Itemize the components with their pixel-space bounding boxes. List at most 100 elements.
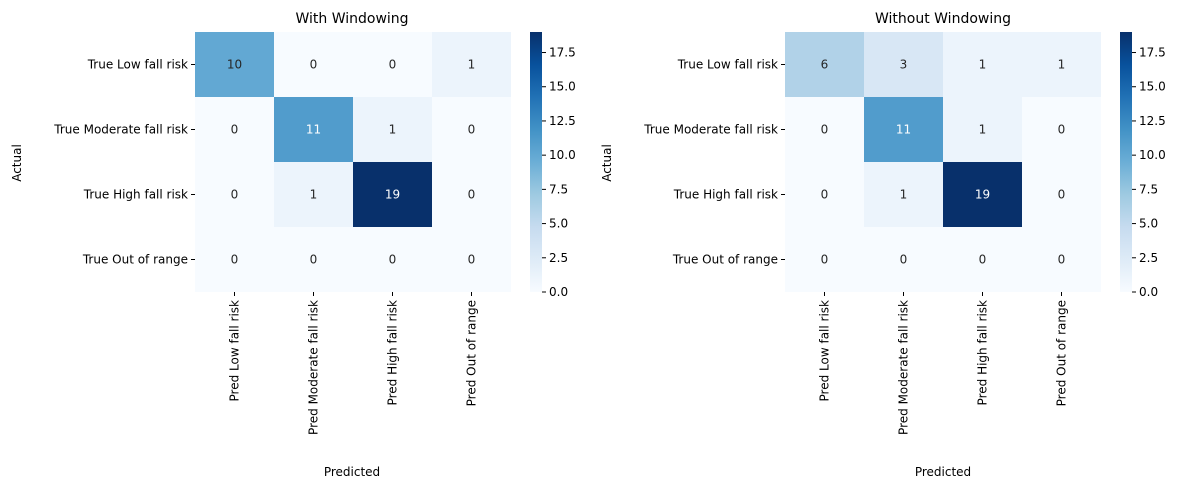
- cell-value-label-r1-c1: 11: [896, 123, 911, 137]
- heatmap-cell-r0-c3: [1022, 32, 1101, 97]
- heatmap-cell-r2-c0: [195, 162, 274, 227]
- cell-value-label-r2-c1: 1: [900, 188, 908, 202]
- heatmap-cell-r0-c1: [864, 32, 943, 97]
- heatmap-panel-without-windowing: Without Windowing Predicted Actual 6 3 1 10…: [600, 11, 1166, 479]
- heatmap-cell-r3-c3: [1022, 227, 1101, 292]
- cell-value-label-r3-c2: 0: [979, 253, 987, 267]
- cell-value-label-r1-c2: 1: [979, 123, 987, 137]
- cell-value-label-r0-c3: 1: [468, 58, 476, 72]
- x-tick-label: Pred Out of range: [1055, 300, 1069, 406]
- heatmap-cell-r0-c1: [274, 32, 353, 97]
- chart-title: With Windowing: [295, 11, 408, 27]
- heatmap-cell-r2-c2: [353, 162, 432, 227]
- heatmap-cell-r1-c0: [785, 97, 864, 162]
- heatmap-cell-r1-c3: [432, 97, 511, 162]
- x-tick-label: Pred High fall risk: [976, 300, 990, 405]
- cell-value-label-r1-c3: 0: [1058, 123, 1066, 137]
- heatmap-cell-r1-c0: [195, 97, 274, 162]
- heatmap-cell-r3-c1: [274, 227, 353, 292]
- cell-value-label-r0-c2: 1: [979, 58, 987, 72]
- heatmap-cell-r3-c0: [785, 227, 864, 292]
- cell-value-label-r2-c1: 1: [310, 188, 318, 202]
- cell-value-label-r1-c0: 0: [231, 123, 239, 137]
- y-tick-label: True Out of range: [672, 253, 778, 267]
- x-tick-label: Pred Low fall risk: [228, 300, 242, 402]
- x-tick-label: Pred Low fall risk: [818, 300, 832, 402]
- cell-value-label-r3-c0: 0: [231, 253, 239, 267]
- cell-value-label-r2-c3: 0: [468, 188, 476, 202]
- heatmap-panel-with-windowing: With Windowing Predicted Actual 10 0 0 10 11…: [10, 11, 576, 479]
- y-tick-label: True High fall risk: [673, 188, 778, 202]
- cell-value-label-r2-c0: 0: [821, 188, 829, 202]
- colorbar-tick-label: 7.5: [1139, 182, 1158, 196]
- cell-value-label-r1-c0: 0: [821, 123, 829, 137]
- x-tick-label: Pred Moderate fall risk: [307, 300, 321, 435]
- heatmap-cell-r1-c2: [353, 97, 432, 162]
- heatmap-cell-r2-c1: [274, 162, 353, 227]
- heatmap-cell-r1-c3: [1022, 97, 1101, 162]
- cell-value-label-r1-c3: 0: [468, 123, 476, 137]
- heatmap-cell-r3-c3: [432, 227, 511, 292]
- heatmap-cell-r1-c1: [864, 97, 943, 162]
- y-tick-label: True High fall risk: [83, 188, 188, 202]
- cell-value-label-r0-c1: 0: [310, 58, 318, 72]
- y-tick-label: True Low fall risk: [87, 58, 188, 72]
- cell-value-label-r1-c1: 11: [306, 123, 321, 137]
- colorbar-tick-label: 2.5: [1139, 251, 1158, 265]
- colorbar-tick-label: 5.0: [1139, 217, 1158, 231]
- colorbar-tick-label: 12.5: [1139, 114, 1166, 128]
- cell-value-label-r2-c0: 0: [231, 188, 239, 202]
- colorbar-tick-label: 12.5: [549, 114, 576, 128]
- heatmap-cell-r1-c2: [943, 97, 1022, 162]
- cell-value-label-r2-c2: 19: [975, 188, 990, 202]
- cell-value-label-r0-c1: 3: [900, 58, 908, 72]
- heatmap-cell-r0-c0: [195, 32, 274, 97]
- heatmap-cell-r2-c2: [943, 162, 1022, 227]
- cell-value-label-r3-c1: 0: [310, 253, 318, 267]
- y-tick-label: True Low fall risk: [677, 58, 778, 72]
- x-tick-label: Pred High fall risk: [386, 300, 400, 405]
- colorbar-tick-label: 10.0: [1139, 148, 1166, 162]
- y-tick-label: True Out of range: [82, 253, 188, 267]
- heatmap-cell-r3-c2: [943, 227, 1022, 292]
- colorbar-tick-label: 17.5: [1139, 46, 1166, 60]
- cell-value-label-r3-c3: 0: [468, 253, 476, 267]
- x-axis-label: Predicted: [915, 465, 971, 479]
- heatmap-cell-r1-c1: [274, 97, 353, 162]
- y-tick-label: True Moderate fall risk: [53, 123, 188, 137]
- cell-value-label-r3-c1: 0: [900, 253, 908, 267]
- colorbar-tick-label: 15.0: [1139, 80, 1166, 94]
- heatmap-cell-r0-c3: [432, 32, 511, 97]
- heatmap-cell-r2-c3: [432, 162, 511, 227]
- heatmap-cell-r2-c1: [864, 162, 943, 227]
- heatmap-cell-r2-c0: [785, 162, 864, 227]
- cell-value-label-r2-c2: 19: [385, 188, 400, 202]
- cell-value-label-r1-c2: 1: [389, 123, 397, 137]
- x-tick-label: Pred Out of range: [465, 300, 479, 406]
- colorbar-tick-label: 5.0: [549, 217, 568, 231]
- cell-value-label-r0-c0: 6: [821, 58, 829, 72]
- heatmap-cell-r3-c0: [195, 227, 274, 292]
- heatmap-cell-r0-c2: [943, 32, 1022, 97]
- colorbar-tick-label: 7.5: [549, 182, 568, 196]
- cell-value-label-r0-c2: 0: [389, 58, 397, 72]
- colorbar: [1120, 32, 1132, 292]
- x-axis-label: Predicted: [324, 465, 380, 479]
- cell-value-label-r3-c2: 0: [389, 253, 397, 267]
- x-tick-label: Pred Moderate fall risk: [897, 300, 911, 435]
- chart-title: Without Windowing: [875, 11, 1011, 27]
- cell-value-label-r2-c3: 0: [1058, 188, 1066, 202]
- colorbar-tick-label: 0.0: [549, 285, 568, 299]
- cell-value-label-r3-c0: 0: [821, 253, 829, 267]
- cell-value-label-r0-c0: 10: [227, 58, 242, 72]
- y-axis-label: Actual: [10, 144, 24, 182]
- heatmap-cell-r0-c0: [785, 32, 864, 97]
- colorbar-tick-label: 15.0: [549, 80, 576, 94]
- colorbar-tick-label: 2.5: [549, 251, 568, 265]
- colorbar-tick-label: 17.5: [549, 46, 576, 60]
- cell-value-label-r3-c3: 0: [1058, 253, 1066, 267]
- heatmap-cell-r3-c1: [864, 227, 943, 292]
- colorbar-tick-label: 0.0: [1139, 285, 1158, 299]
- colorbar-tick-label: 10.0: [549, 148, 576, 162]
